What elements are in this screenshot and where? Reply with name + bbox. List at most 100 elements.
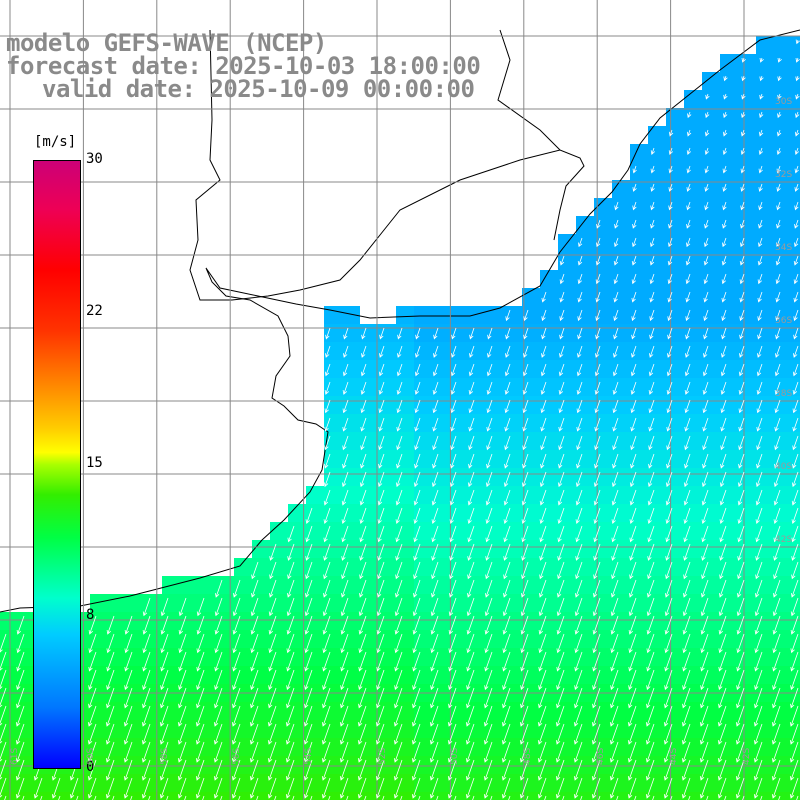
- wind-arrow: [303, 741, 313, 763]
- wind-arrow: [613, 345, 619, 358]
- wind-arrow: [555, 723, 565, 745]
- wind-arrow: [130, 795, 133, 800]
- lat-label: 42S: [775, 535, 793, 545]
- wind-arrow: [556, 651, 565, 672]
- wind-arrow: [484, 669, 493, 691]
- wind-arrow: [594, 363, 601, 377]
- wind-arrow: [593, 507, 601, 524]
- wind-arrow: [722, 183, 727, 192]
- wind-arrow: [142, 669, 151, 691]
- wind-arrow: [740, 237, 745, 248]
- wind-arrow: [645, 705, 655, 727]
- wind-arrow: [466, 669, 475, 691]
- wind-arrow: [540, 417, 547, 432]
- wind-arrow: [791, 507, 799, 524]
- wind-arrow: [702, 417, 709, 432]
- wind-arrow: [722, 219, 727, 229]
- wind-arrow: [341, 489, 349, 506]
- wind-arrow: [214, 597, 223, 617]
- wind-arrow: [357, 723, 367, 745]
- wind-arrow: [627, 759, 637, 781]
- wind-arrow: [105, 759, 115, 781]
- wind-arrow: [703, 309, 709, 322]
- wind-arrow: [124, 651, 133, 672]
- wind-arrow: [340, 633, 349, 654]
- wind-arrow: [580, 795, 583, 800]
- wind-arrow: [758, 183, 763, 192]
- wind-arrow: [322, 687, 331, 709]
- wind-arrow: [681, 741, 691, 763]
- wind-arrow: [449, 489, 457, 506]
- wind-arrow: [414, 381, 421, 395]
- wind-arrow: [88, 669, 97, 691]
- wind-arrow: [177, 759, 187, 781]
- wind-arrow: [268, 615, 277, 635]
- wind-arrow: [719, 543, 727, 561]
- wind-arrow: [557, 561, 565, 580]
- wind-arrow: [274, 795, 277, 800]
- wind-arrow: [594, 435, 601, 451]
- wind-arrow: [555, 777, 565, 799]
- wind-arrow: [686, 219, 691, 229]
- wind-arrow: [484, 615, 493, 635]
- wind-arrow: [685, 255, 691, 266]
- wind-arrow: [359, 489, 367, 506]
- wind-arrow: [556, 633, 565, 654]
- wind-arrow: [379, 327, 385, 340]
- wind-arrow: [686, 165, 691, 174]
- wind-arrow: [484, 687, 493, 709]
- wind-arrow: [610, 597, 619, 617]
- wind-arrow: [628, 597, 637, 617]
- wind-arrow: [703, 345, 709, 358]
- wind-arrow: [322, 597, 331, 617]
- wind-arrow: [501, 723, 511, 745]
- wind-arrow: [541, 291, 547, 303]
- wind-arrow: [343, 327, 349, 340]
- wind-arrow: [791, 489, 799, 506]
- wind-arrow: [268, 597, 277, 617]
- colorbar-tick-0: 0: [86, 759, 95, 775]
- wind-arrow: [431, 561, 439, 580]
- wind-arrow: [376, 669, 385, 691]
- lon-label: 50S: [450, 747, 460, 765]
- wind-arrow: [413, 579, 421, 598]
- wind-arrow: [722, 147, 728, 155]
- lon-label: 61S: [10, 747, 20, 765]
- wind-arrow: [723, 111, 728, 119]
- wind-arrow: [269, 543, 277, 561]
- wind-arrow: [700, 669, 709, 691]
- wind-arrow: [575, 507, 583, 524]
- lon-label: 60S: [86, 747, 96, 765]
- wind-arrow: [357, 741, 367, 763]
- wind-arrow: [324, 399, 331, 414]
- wind-arrow: [429, 777, 439, 799]
- wind-arrow: [376, 633, 385, 654]
- wind-arrow: [412, 651, 421, 672]
- wind-arrow: [771, 777, 781, 799]
- wind-arrow: [504, 399, 511, 414]
- colorbar-tick-22: 22: [86, 303, 103, 319]
- wind-arrow: [575, 561, 583, 580]
- wind-arrow: [540, 381, 547, 395]
- wind-arrow: [791, 471, 799, 488]
- wind-arrow: [340, 651, 349, 672]
- wind-arrow: [341, 525, 349, 543]
- wind-arrow: [447, 741, 457, 763]
- wind-arrow: [359, 579, 367, 598]
- wind-arrow: [394, 597, 403, 617]
- wind-arrow: [520, 651, 529, 672]
- wind-arrow: [321, 777, 331, 799]
- wind-arrow: [775, 273, 781, 285]
- wind-arrow: [739, 327, 745, 340]
- wind-arrow: [413, 543, 421, 561]
- wind-arrow: [684, 435, 691, 451]
- wind-arrow: [342, 435, 349, 451]
- wind-arrow: [632, 219, 637, 229]
- wind-arrow: [756, 363, 763, 377]
- wind-arrow: [487, 345, 493, 358]
- wind-arrow: [178, 633, 187, 654]
- wind-arrow: [759, 57, 764, 63]
- wind-arrow: [448, 669, 457, 691]
- wind-arrow: [375, 723, 385, 745]
- wind-arrow: [393, 705, 403, 727]
